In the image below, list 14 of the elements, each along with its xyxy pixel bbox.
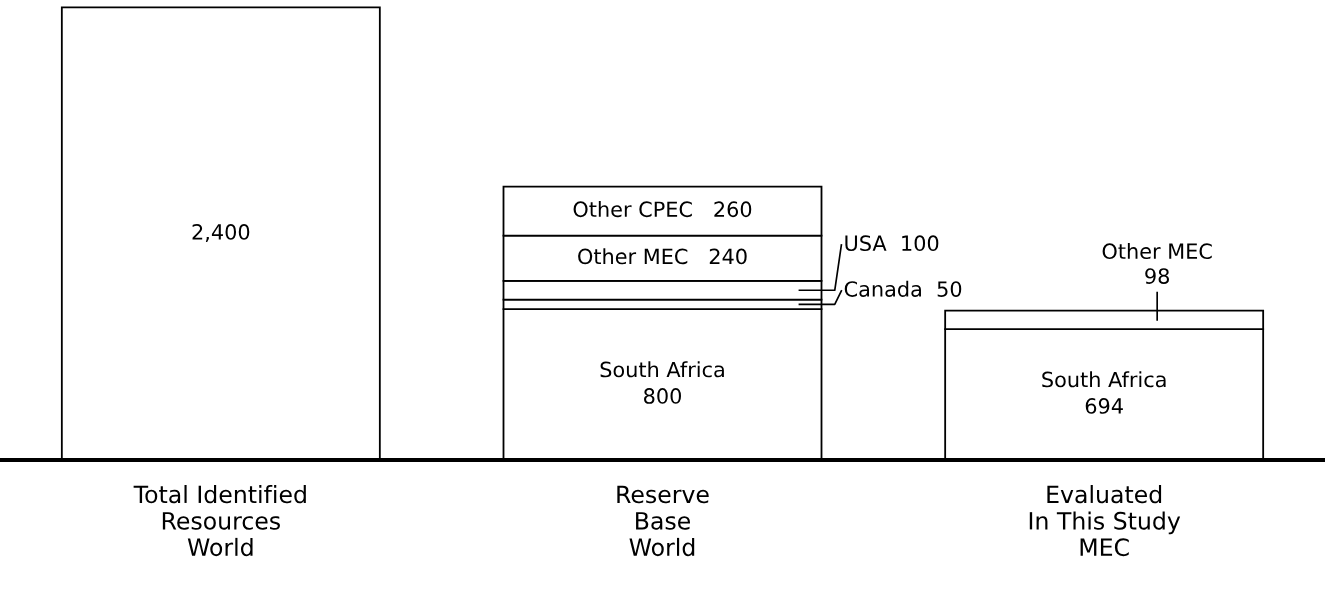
text: Other CPEC 260 — [573, 201, 752, 218]
x-tick-label: Evaluated In This Study MEC — [1029, 485, 1181, 557]
text: Other MEC — [1102, 242, 1212, 260]
data-label: 694 — [1085, 398, 1123, 414]
x-tick-label: Total Identified Resources World — [133, 485, 306, 557]
text: South Africa — [600, 361, 724, 378]
text: USA 100 — [845, 235, 939, 252]
text: Other MEC 240 — [578, 248, 747, 265]
text: Canada 50 — [844, 280, 962, 297]
series-label: South Africa — [1042, 371, 1166, 388]
x-tick-label: Reserve Base World — [617, 485, 709, 557]
data-label: 2,400 — [192, 224, 250, 242]
data-label: 800 — [644, 388, 681, 404]
data-label: 98 — [1145, 268, 1169, 284]
